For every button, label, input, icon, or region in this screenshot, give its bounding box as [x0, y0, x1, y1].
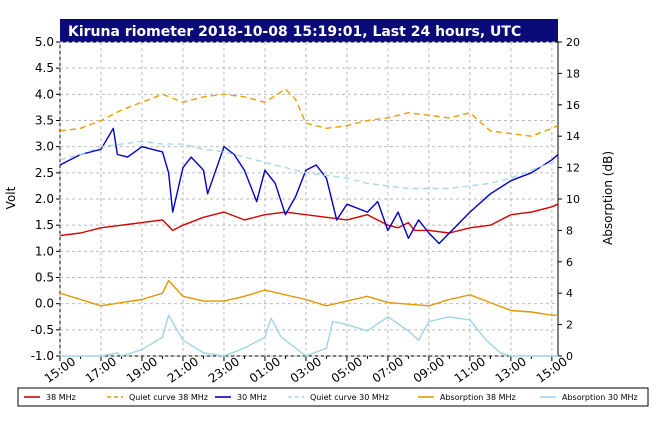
series-line-4: [59, 279, 558, 316]
y-tick-label: -0.5: [31, 323, 54, 337]
y-right-tick-label: 4: [566, 287, 573, 300]
y-right-tick-label: 12: [566, 162, 580, 175]
series-line-3: [59, 140, 559, 190]
grid-lines: [59, 41, 558, 357]
legend-label: Quiet curve 30 MHz: [310, 393, 389, 402]
legend-label: Absorption 30 MHz: [562, 393, 638, 402]
y-tick-label: 4.5: [35, 61, 54, 75]
y-tick-label: 1.0: [35, 244, 54, 258]
y-tick-label: 5.0: [35, 35, 54, 49]
y-tick-label: 0.5: [35, 271, 54, 285]
legend: 38 MHz Quiet curve 38 MHz 30 MHz Quiet curv…: [24, 393, 638, 402]
y-tick-label: 2.5: [35, 166, 54, 180]
y-tick-label: 3.5: [35, 114, 54, 128]
y-tick-label: 3.0: [35, 140, 54, 154]
legend-label: Absorption 38 MHz: [440, 393, 516, 402]
series-line-1: [59, 88, 559, 137]
series-line-0: [59, 203, 559, 237]
y-right-tick-label: 18: [566, 67, 580, 80]
y-axis-left: 5.0 4.5 4.0 3.5 3.0 2.5 2.0 1.5 1.0 0.5 0.0 -0.5 -1.…: [31, 35, 60, 363]
title-bar: [60, 19, 558, 43]
y-right-tick-label: 0: [566, 350, 573, 363]
y-right-tick-label: 2: [566, 319, 573, 332]
series-line-2: [59, 127, 559, 245]
y-axis-label-left: Volt: [4, 186, 18, 209]
y-right-tick-label: 20: [566, 36, 580, 49]
series-layer: [59, 88, 559, 357]
y-tick-label: 2.0: [35, 192, 54, 206]
y-right-tick-label: 10: [566, 193, 580, 206]
legend-label: Quiet curve 38 MHz: [129, 393, 208, 402]
y-tick-label: 4.0: [35, 87, 54, 101]
y-right-tick-label: 6: [566, 256, 573, 269]
legend-label: 38 MHz: [46, 393, 76, 402]
y-axis-label-right: Absorption (dB): [601, 151, 615, 245]
y-right-tick-label: 14: [566, 130, 580, 143]
y-tick-label: -1.0: [31, 349, 54, 363]
series-line-5: [60, 314, 558, 357]
legend-box: [17, 387, 649, 407]
y-right-tick-label: 16: [566, 99, 580, 112]
y-tick-label: 0.0: [35, 297, 54, 311]
y-tick-label: 1.5: [35, 218, 54, 232]
legend-label: 30 MHz: [237, 393, 267, 402]
x-axis: 15:00 17:00 19:00 21:00 23:00 01:00 03:00 05:00…: [42, 354, 570, 385]
y-right-tick-label: 8: [566, 224, 573, 237]
chart-title: Kiruna riometer 2018-10-08 15:19:01, Las…: [68, 24, 521, 40]
